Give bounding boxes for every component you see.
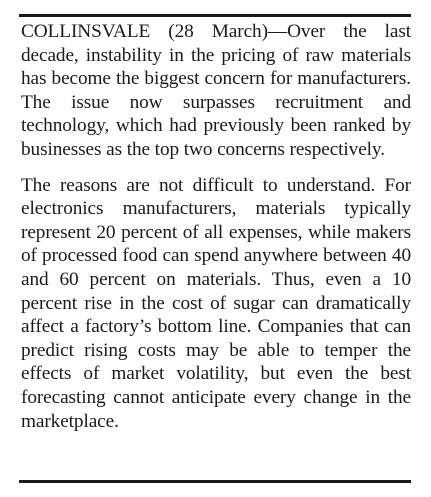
- news-article: COLLINSVALE (28 March)—Over the last dec…: [21, 20, 411, 433]
- article-paragraph-2: The reasons are not difficult to underst…: [21, 174, 411, 432]
- top-rule: [19, 14, 411, 17]
- article-paragraph-1: COLLINSVALE (28 March)—Over the last dec…: [21, 21, 411, 160]
- bottom-rule: [19, 480, 411, 483]
